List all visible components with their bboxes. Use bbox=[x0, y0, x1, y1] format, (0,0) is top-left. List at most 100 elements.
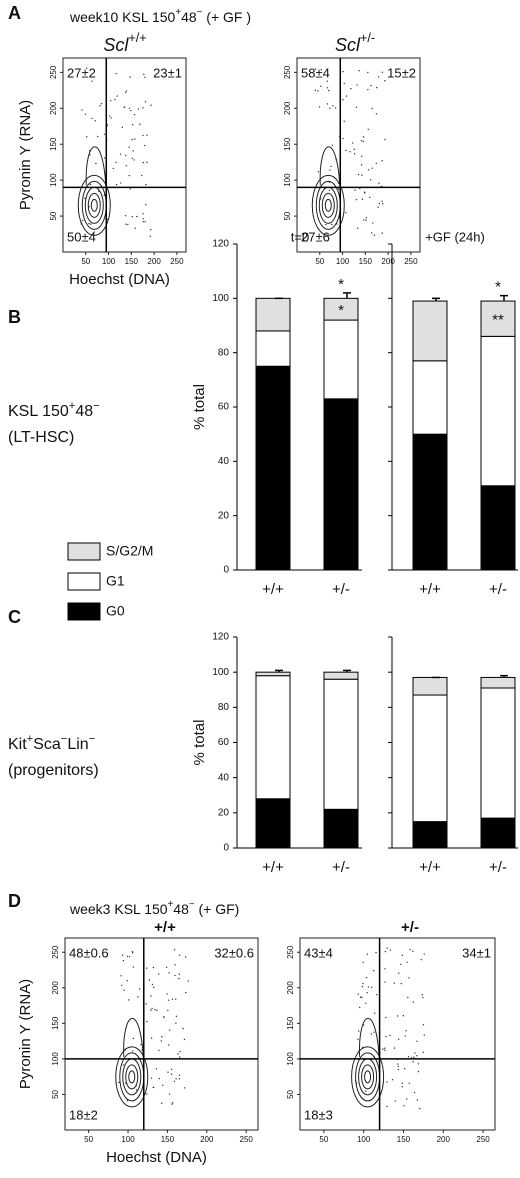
event-dot bbox=[178, 954, 181, 956]
x-tick-label: +/+ bbox=[262, 581, 284, 598]
text: Scl+/+ bbox=[103, 31, 146, 54]
event-dot bbox=[81, 109, 83, 111]
legend-swatch bbox=[67, 572, 101, 591]
event-dot bbox=[142, 161, 145, 164]
x-tick-label: 250 bbox=[476, 1135, 490, 1144]
event-dot bbox=[381, 160, 383, 162]
event-dot bbox=[131, 952, 134, 954]
text-part: Sca bbox=[33, 736, 61, 753]
legend-swatch bbox=[67, 602, 101, 621]
event-dot bbox=[314, 89, 317, 92]
event-dot bbox=[175, 998, 177, 1000]
contour bbox=[128, 1070, 136, 1084]
event-dot bbox=[121, 984, 123, 986]
event-dot bbox=[357, 1030, 360, 1032]
event-dot bbox=[406, 961, 408, 963]
x-axis-label: Hoechst (DNA) bbox=[106, 1149, 207, 1166]
event-dot bbox=[174, 964, 176, 966]
event-dot bbox=[128, 955, 131, 958]
event-dot bbox=[169, 1029, 171, 1031]
event-dot bbox=[132, 1050, 134, 1052]
event-dot bbox=[385, 1016, 387, 1019]
quadrant-label: 43±4 bbox=[304, 945, 333, 960]
event-dot bbox=[359, 1006, 361, 1009]
event-dot bbox=[371, 986, 373, 989]
event-dot bbox=[412, 1001, 414, 1003]
bar-segment bbox=[323, 808, 359, 849]
event-dot bbox=[132, 124, 134, 126]
event-dot bbox=[183, 1038, 186, 1041]
event-dot bbox=[352, 142, 354, 144]
event-dot bbox=[110, 99, 112, 102]
event-dot bbox=[137, 108, 140, 110]
x-tick-label: 150 bbox=[397, 1135, 411, 1144]
x-tick-label: 50 bbox=[319, 1135, 328, 1144]
event-dot bbox=[175, 1015, 178, 1018]
event-dot bbox=[367, 986, 370, 988]
event-dot bbox=[137, 996, 139, 998]
event-dot bbox=[365, 1002, 367, 1005]
event-dot bbox=[381, 200, 383, 202]
event-dot bbox=[405, 1098, 408, 1100]
text-part: week10 KSL 150 bbox=[69, 9, 176, 25]
bar-segment bbox=[323, 678, 359, 810]
event-dot bbox=[94, 120, 96, 122]
event-dot bbox=[134, 227, 136, 229]
y-tick-label: 250 bbox=[283, 65, 292, 79]
event-dot bbox=[384, 1047, 386, 1049]
y-tick-label: 20 bbox=[218, 510, 230, 521]
event-dot bbox=[353, 153, 356, 155]
event-dot bbox=[416, 1054, 418, 1057]
text: KSL 150+48− bbox=[8, 400, 100, 420]
event-dot bbox=[171, 998, 174, 1000]
event-dot bbox=[375, 951, 377, 954]
text-part: 48 bbox=[181, 9, 197, 25]
event-dot bbox=[110, 117, 112, 119]
x-tick-label: 50 bbox=[81, 257, 90, 266]
bar-segment bbox=[323, 671, 359, 680]
y-tick-label: 120 bbox=[212, 239, 229, 250]
event-dot bbox=[361, 985, 364, 988]
event-dot bbox=[367, 128, 369, 131]
event-dot bbox=[142, 221, 144, 223]
event-dot bbox=[122, 1064, 125, 1066]
event-dot bbox=[384, 968, 386, 970]
event-dot bbox=[123, 989, 125, 991]
event-dot bbox=[84, 113, 87, 116]
event-dot bbox=[133, 113, 136, 116]
plot-frame bbox=[299, 937, 496, 1131]
x-tick-label: 150 bbox=[161, 1135, 175, 1144]
event-dot bbox=[161, 1084, 164, 1087]
event-dot bbox=[125, 223, 127, 225]
text-part: +/+ bbox=[154, 919, 176, 936]
event-dot bbox=[389, 949, 391, 951]
bar-segment bbox=[255, 798, 291, 849]
y-tick-label: 200 bbox=[286, 981, 295, 995]
text-part: +/- bbox=[401, 919, 419, 936]
text-part: (+ GF) bbox=[195, 901, 240, 917]
y-tick-label: 100 bbox=[49, 173, 58, 187]
event-dot bbox=[355, 106, 358, 108]
event-dot bbox=[140, 1043, 142, 1046]
event-dot bbox=[423, 1034, 426, 1036]
y-axis-label: % total bbox=[191, 384, 208, 430]
event-dot bbox=[177, 1053, 179, 1055]
event-dot bbox=[345, 95, 348, 97]
event-dot bbox=[362, 140, 365, 143]
event-dot bbox=[417, 1063, 420, 1065]
bar-segment bbox=[255, 671, 291, 677]
event-dot bbox=[124, 214, 127, 217]
contour bbox=[319, 146, 341, 196]
legend-swatch bbox=[67, 542, 101, 561]
x-tick-label: +/+ bbox=[419, 581, 441, 598]
event-dot bbox=[143, 73, 145, 75]
text: week3 KSL 150+48− (+ GF) bbox=[69, 899, 239, 917]
event-dot bbox=[170, 1068, 173, 1070]
event-dot bbox=[417, 1070, 420, 1073]
event-dot bbox=[326, 80, 328, 82]
y-tick-label: 150 bbox=[286, 1016, 295, 1030]
event-dot bbox=[363, 219, 365, 221]
event-dot bbox=[124, 154, 127, 157]
text-part: + bbox=[175, 7, 181, 18]
y-tick-label: 20 bbox=[218, 807, 230, 818]
